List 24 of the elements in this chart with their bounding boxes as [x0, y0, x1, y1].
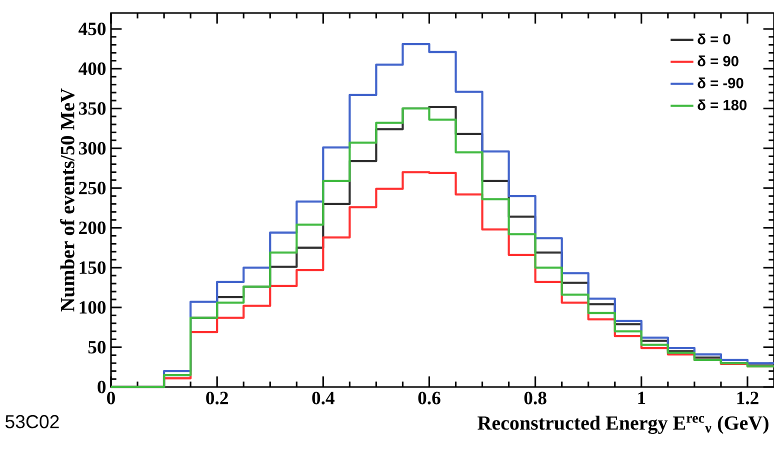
y-tick-label: 400 [78, 62, 106, 76]
x-tick-label: 0.6 [418, 392, 440, 404]
x-tick-label: 0 [107, 392, 115, 404]
text: 53C02 [5, 415, 59, 428]
y-tick-label: 300 [79, 142, 106, 155]
x-tick-label: 1 [638, 392, 646, 404]
y-tick-label: 50 [88, 340, 106, 354]
x-tick-label: 0.8 [524, 392, 546, 404]
y-tick-label: 100 [80, 301, 106, 314]
y-axis-title: Number of events/50 MeV [60, 88, 74, 312]
x-tick-label: 0.4 [312, 392, 334, 404]
y-tick-label: 250 [79, 182, 106, 194]
y-tick-label: 350 [79, 102, 106, 115]
x-tick-label: 0.2 [206, 392, 228, 404]
y-tick-label: 150 [80, 261, 106, 274]
y-tick-label: 0 [98, 380, 106, 394]
x-tick-label: 1.2 [737, 392, 758, 404]
y-tick-label: 450 [78, 22, 106, 36]
legend-label: δ = -90 [698, 77, 744, 88]
legend-label: δ = 0 [698, 34, 730, 44]
legend-label: δ = 180 [698, 99, 747, 110]
x-axis-title: Reconstructed Energy E$^{rec}$$_{ν}$ (GeV) [478, 416, 768, 434]
y-tick-label: 200 [79, 222, 106, 234]
legend-label: δ = 90 [698, 56, 738, 66]
